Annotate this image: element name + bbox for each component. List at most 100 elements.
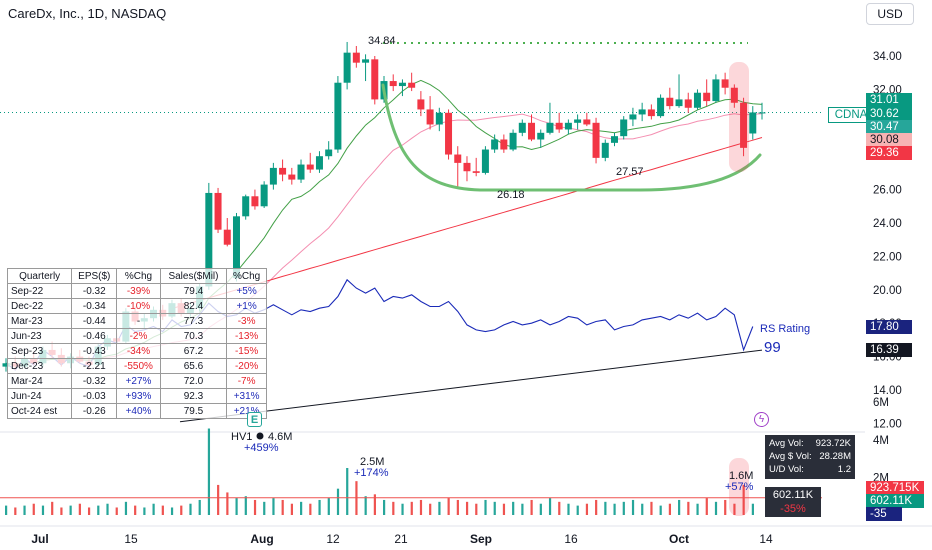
volume-tooltip-pct: -35% (780, 503, 806, 515)
volume-bar (383, 499, 386, 515)
table-cell: 79.5 (159, 403, 228, 419)
volume-stat-row: Avg $ Vol: 28.28M (769, 450, 851, 463)
table-cell: Jun-23 (6, 328, 73, 344)
volume-tooltip-value: 602.11K (772, 489, 814, 501)
candle-body (251, 196, 259, 207)
volume-bar (5, 505, 8, 515)
candle-body (712, 79, 720, 102)
table-cell: Dec-23 (6, 358, 73, 374)
candle-body (463, 162, 471, 172)
table-cell: -10% (116, 298, 161, 314)
vol-spike-3: 1.6M (729, 470, 753, 482)
volume-bar (576, 505, 579, 515)
volume-bar (373, 494, 376, 515)
volume-bar (124, 501, 128, 515)
volume-bar (410, 501, 413, 515)
vol-spike-2-pct: +174% (354, 467, 389, 479)
earnings-badge[interactable]: E (247, 412, 262, 427)
price-tag: 31.01 (866, 93, 912, 107)
volume-stat-value: 923.72K (815, 438, 851, 449)
volume-bar (217, 484, 220, 515)
volume-bar (60, 507, 63, 515)
volume-stat-value: 1.2 (837, 464, 851, 475)
table-cell: -0.32 (71, 373, 118, 389)
price-tick-label: 14.00 (873, 385, 902, 397)
candle-body (730, 87, 738, 103)
table-cell: 77.3 (159, 313, 228, 329)
table-cell: 65.6 (159, 358, 228, 374)
candle-body (325, 149, 333, 157)
price-tick-label: 34.00 (873, 51, 902, 63)
volume-bar (687, 501, 690, 515)
table-cell: -0.46 (71, 328, 118, 344)
volume-bar (23, 505, 26, 515)
volume-bar (392, 501, 395, 515)
volume-bar (475, 503, 478, 515)
candle-body (279, 167, 287, 175)
table-cell: -0.44 (71, 313, 118, 329)
volume-bar (493, 501, 496, 515)
rs-trendline (179, 349, 763, 423)
table-cell: -550% (116, 358, 161, 374)
rs-rating-value: 99 (764, 339, 781, 356)
volume-bar (253, 499, 257, 515)
table-row: Oct-24 est -0.26 +40% 79.5 +21% (6, 403, 267, 419)
volume-bar (401, 503, 404, 515)
table-cell: -13% (226, 328, 267, 344)
volume-bar (189, 503, 192, 515)
volume-bar (641, 503, 644, 515)
price-tag: 30.62 (866, 107, 912, 121)
volume-bar (134, 505, 137, 515)
price-tag: 30.08 (866, 133, 912, 147)
candle-body (721, 79, 729, 88)
candle-body (749, 112, 757, 134)
volume-stat-row: U/D Vol: 1.2 (769, 463, 851, 476)
candle-body (758, 112, 766, 114)
bolt-icon[interactable]: ϟ (754, 412, 769, 427)
volume-bar (595, 499, 598, 515)
table-cell: -2% (116, 328, 161, 344)
table-cell: 67.2 (159, 343, 228, 359)
price-tick-label: 26.00 (873, 185, 902, 197)
price-tick-label: 20.00 (873, 285, 902, 297)
candle-body (408, 82, 416, 88)
volume-bar (521, 503, 524, 515)
volume-bar (567, 503, 570, 515)
candle-body (583, 119, 591, 125)
candle-body (2, 363, 10, 367)
candle-body (389, 81, 397, 87)
candle-body (610, 136, 618, 143)
table-cell: -0.34 (71, 298, 118, 314)
volume-bar (530, 499, 533, 515)
volume-bar (207, 428, 211, 515)
volume-bar (226, 492, 229, 515)
volume-bar (97, 505, 100, 515)
time-tick-label: 12 (326, 532, 340, 546)
candle-body (684, 99, 692, 108)
price-tag: 30.47 (866, 120, 912, 134)
currency-button[interactable]: USD (866, 3, 914, 25)
rs-rating-label: RS Rating (760, 323, 810, 335)
volume-bar (318, 499, 321, 515)
candle-body (454, 154, 462, 163)
volume-bar (106, 503, 109, 515)
volume-bar (78, 503, 81, 515)
candle-body (472, 171, 480, 173)
volume-bar (346, 468, 349, 515)
volume-bar (336, 488, 340, 515)
highlight-volume (729, 458, 749, 516)
candle-body (223, 229, 231, 245)
candle-body (306, 164, 314, 170)
table-cell: -2.21 (71, 358, 118, 374)
candle-body (629, 114, 637, 120)
symbol-tag: CDNA (828, 107, 874, 123)
time-tick-label: 16 (564, 532, 578, 546)
hv1-label: HV1 (231, 431, 252, 443)
candle-body (481, 149, 489, 173)
volume-bar (696, 503, 699, 515)
volume-tag: 923.715K (866, 481, 924, 495)
volume-bar (668, 503, 672, 515)
volume-bar (456, 499, 459, 515)
volume-bar (69, 505, 72, 515)
volume-bar (438, 501, 441, 515)
